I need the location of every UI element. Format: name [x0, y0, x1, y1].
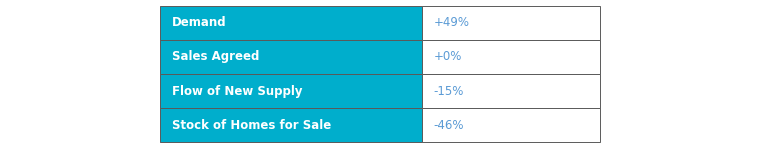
Text: +49%: +49%: [433, 16, 470, 29]
Bar: [422, 108, 600, 142]
Bar: [422, 40, 600, 74]
Text: +0%: +0%: [433, 50, 462, 63]
Bar: [422, 6, 600, 40]
Text: -46%: -46%: [433, 119, 464, 132]
Bar: [160, 6, 422, 40]
Text: Sales Agreed: Sales Agreed: [172, 50, 259, 63]
Text: Stock of Homes for Sale: Stock of Homes for Sale: [172, 119, 332, 132]
Bar: [160, 108, 422, 142]
Text: Flow of New Supply: Flow of New Supply: [172, 85, 302, 98]
Text: -15%: -15%: [433, 85, 464, 98]
Bar: [160, 40, 422, 74]
Bar: [160, 74, 422, 108]
Bar: [422, 74, 600, 108]
Text: Demand: Demand: [172, 16, 227, 29]
